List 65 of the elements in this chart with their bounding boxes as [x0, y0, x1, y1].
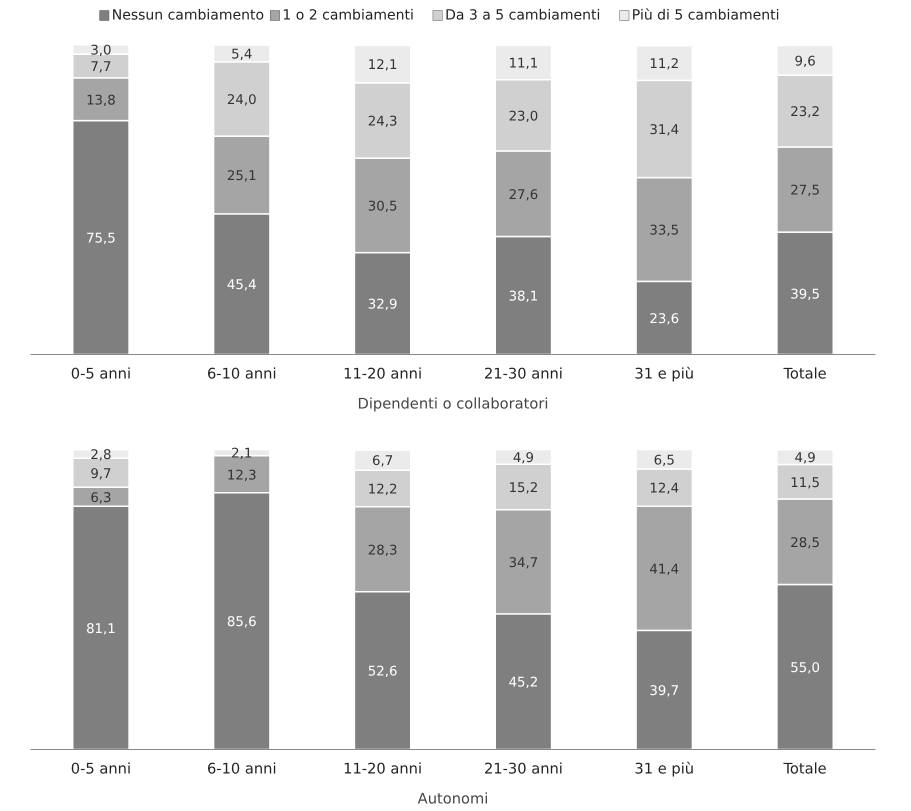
data-label: 6,3: [90, 490, 112, 506]
data-label: 24,0: [226, 92, 257, 108]
data-label: 38,1: [508, 290, 538, 304]
legend-label: Più di 5 cambiamenti: [632, 8, 780, 24]
data-label: 27,5: [790, 184, 820, 199]
data-label: 81,1: [86, 622, 116, 637]
data-label: 11,2: [649, 57, 680, 72]
data-label: 55,0: [790, 661, 820, 676]
data-label: 30,5: [368, 199, 398, 214]
data-label: 45,4: [226, 278, 257, 294]
data-label: 12,2: [368, 482, 398, 498]
x-tick-label: 21-30 anni: [484, 366, 563, 382]
data-label: 13,8: [86, 93, 116, 108]
x-tick-label: Totale: [782, 366, 827, 382]
data-label: 12,4: [649, 482, 680, 497]
data-label: 23,6: [649, 312, 680, 327]
x-tick-label: 21-30 anni: [484, 760, 563, 778]
x-tick-label: 6-10 anni: [206, 366, 277, 382]
data-label: 27,6: [508, 188, 538, 203]
data-label: 15,2: [508, 481, 538, 496]
data-label: 28,3: [368, 543, 398, 558]
data-label: 41,4: [649, 562, 680, 578]
data-label: 28,5: [790, 536, 820, 551]
data-label: 6,7: [372, 454, 394, 470]
x-tick-label: 31 e più: [634, 366, 694, 382]
data-label: 3,0: [90, 43, 112, 58]
data-label: 12,3: [226, 468, 257, 484]
data-label: 34,7: [508, 556, 538, 571]
data-label: 23,2: [790, 105, 820, 120]
data-label: 39,7: [649, 684, 680, 699]
data-label: 4,9: [794, 451, 816, 466]
data-label: 2,1: [231, 446, 252, 462]
data-label: 9,7: [90, 466, 112, 482]
x-axis-title: Autonomi: [418, 790, 488, 808]
data-label: 2,8: [90, 448, 112, 463]
legend-label: Nessun cambiamento: [112, 8, 264, 24]
data-label: 33,5: [649, 224, 680, 239]
data-label: 11,1: [508, 56, 538, 72]
x-tick-label: 0-5 anni: [70, 760, 132, 778]
data-label: 11,5: [790, 476, 820, 491]
x-tick-label: 0-5 anni: [70, 366, 132, 382]
data-label: 5,4: [231, 47, 252, 62]
data-label: 75,5: [86, 232, 116, 247]
data-label: 12,1: [368, 58, 398, 74]
x-tick-label: 11-20 anni: [343, 760, 422, 778]
data-label: 32,9: [368, 298, 398, 313]
data-label: 23,0: [508, 109, 538, 124]
data-label: 31,4: [649, 123, 680, 138]
x-tick-label: 31 e più: [634, 760, 694, 778]
data-label: 52,6: [368, 664, 398, 680]
x-axis-title: Dipendenti o collaboratori: [358, 396, 548, 412]
data-label: 9,6: [794, 54, 816, 70]
data-label: 25,1: [226, 169, 257, 184]
legend-label: Da 3 a 5 cambiamenti: [445, 8, 600, 24]
data-label: 45,2: [508, 676, 538, 691]
data-label: 7,7: [90, 60, 112, 76]
x-tick-label: 11-20 anni: [343, 366, 422, 382]
x-tick-label: Totale: [782, 760, 827, 778]
data-label: 85,6: [226, 615, 257, 630]
legend-label: 1 o 2 cambiamenti: [282, 8, 414, 24]
data-label: 4,9: [512, 450, 534, 466]
data-label: 39,5: [790, 287, 820, 302]
data-label: 24,3: [368, 114, 398, 130]
data-label: 6,5: [654, 453, 675, 468]
x-tick-label: 6-10 anni: [206, 760, 277, 778]
